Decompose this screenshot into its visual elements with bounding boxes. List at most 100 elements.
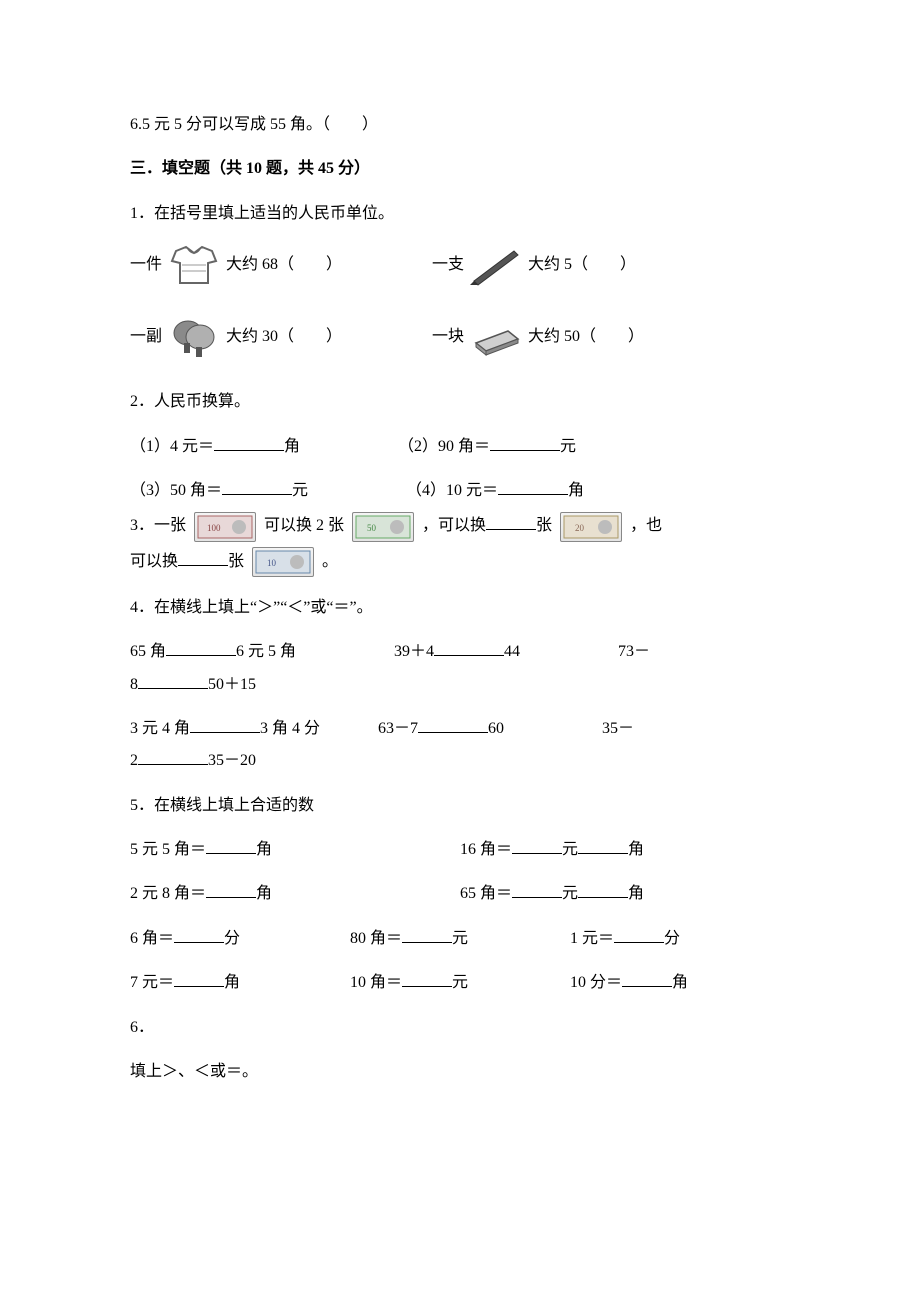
svg-text:50: 50 [367,523,377,533]
q6-num: 6． [130,1013,790,1043]
q2-1a-blank[interactable] [214,434,284,451]
q1-stem: 1．在括号里填上适当的人民币单位。 [130,199,790,229]
q5-r4a-post: 角 [224,974,240,991]
q1-item-2-text: 大约 5（ ） [528,250,636,280]
q1-item-1-prefix: 一件 [130,250,162,280]
q5-r3b-pre: 80 角＝ [350,930,402,947]
q4-blank-2[interactable] [434,639,504,656]
q4-r2b: 3 角 4 分 [260,720,320,737]
q5-row-1: 5 元 5 角＝ 角 16 角＝ 元 角 [130,835,790,865]
q5-r3c-pre: 1 元＝ [570,930,614,947]
q3-p1: 3．一张 [130,517,186,534]
q3: 3．一张 100 可以换 2 张 50 ，可以换张 20 ，也 可以换张 10 … [130,508,790,578]
q1-item-3-prefix: 一副 [130,322,162,352]
q3-p7: 张 [228,553,244,570]
q4-stem: 4．在横线上填上“＞”“＜”或“＝”。 [130,593,790,623]
q4-row-1b: 8 50＋15 [130,670,790,700]
q1-item-1: 一件 大约 68（ ） [130,243,342,287]
q5-row-4: 7 元＝ 角 10 角＝ 元 10 分＝ 角 [130,968,790,998]
q5-r4c-pre: 10 分＝ [570,974,622,991]
q4-row-2b: 235－20 [130,746,790,776]
svg-text:20: 20 [575,523,585,533]
banknote-10-icon: 10 [252,547,314,577]
q5-r4c-post: 角 [672,974,688,991]
q4-row-1: 65 角6 元 5 角 39＋444 73－ [130,637,790,667]
q5-r3c-blank[interactable] [614,926,664,943]
svg-text:10: 10 [267,558,277,568]
q1-row-2: 一副 大约 30（ ） 一块 大约 50（ ） [130,315,790,359]
banknote-100-icon: 100 [194,512,256,542]
q4-r1g: 50＋15 [208,676,256,693]
q5-r1b-blank2[interactable] [578,837,628,854]
q1-item-2-prefix: 一支 [432,250,464,280]
q5-r4a-pre: 7 元＝ [130,974,174,991]
q5-r1b-pre: 16 角＝ [460,841,512,858]
q5-r3a-pre: 6 角＝ [130,930,174,947]
q1-item-3-text: 大约 30（ ） [226,322,342,352]
q2-1a-unit: 角 [284,438,300,455]
q3-p3: ，可以换 [422,517,486,534]
svg-text:100: 100 [207,523,221,533]
q5-r1a-blank[interactable] [206,837,256,854]
q2-2b-unit: 角 [568,482,584,499]
q5-r2a-blank[interactable] [206,881,256,898]
q2-row-1: （1）4 元＝角 （2）90 角＝元 [130,432,790,462]
q2-2a-blank[interactable] [222,478,292,495]
q5-r1b-post: 角 [628,841,644,858]
q5-r1a-pre: 5 元 5 角＝ [130,841,206,858]
q3-p4: 张 [536,517,552,534]
q5-r1a-post: 角 [256,841,272,858]
banknote-50-icon: 50 [352,512,414,542]
q5-r1b-blank1[interactable] [512,837,562,854]
q5-r2b-post: 角 [628,885,644,902]
eraser-icon [468,315,524,359]
q5-r3a-blank[interactable] [174,926,224,943]
q2-1b-blank[interactable] [490,434,560,451]
q5-r4c-blank[interactable] [622,970,672,987]
q2-2b-blank[interactable] [498,478,568,495]
q5-r1b-mid: 元 [562,841,578,858]
q5-stem: 5．在横线上填上合适的数 [130,791,790,821]
q5-r2b-blank1[interactable] [512,881,562,898]
q5-r2b-mid: 元 [562,885,578,902]
q4-blank-4[interactable] [190,716,260,733]
q1-item-2: 一支 大约 5（ ） [432,243,636,287]
q4-r2e: 35－ [602,720,634,737]
q3-blank-1[interactable] [486,513,536,530]
q4-r2a: 3 元 4 角 [130,720,190,737]
banknote-20-icon: 20 [560,512,622,542]
q4-r1f: 8 [130,676,138,693]
q3-blank-2[interactable] [178,549,228,566]
q3-p6: 可以换 [130,553,178,570]
q5-r3b-blank[interactable] [402,926,452,943]
worksheet-page: 6.5 元 5 分可以写成 55 角。（ ） 三．填空题（共 10 题，共 45… [0,0,920,1161]
q5-r2a-pre: 2 元 8 角＝ [130,885,206,902]
q4-blank-1[interactable] [166,639,236,656]
q4-row-2: 3 元 4 角3 角 4 分 63－760 35－ [130,714,790,744]
q5-r4b-pre: 10 角＝ [350,974,402,991]
q2-2b-label: （4）10 元＝ [406,482,498,499]
q4-r1e: 73－ [618,643,650,660]
prev-q6: 6.5 元 5 分可以写成 55 角。（ ） [130,110,790,140]
q2-row-2: （3）50 角＝元 （4）10 元＝角 [130,476,790,506]
q2-stem: 2．人民币换算。 [130,387,790,417]
q3-p2: 可以换 2 张 [264,517,344,534]
q2-2a-label: （3）50 角＝ [130,482,222,499]
q4-blank-3[interactable] [138,672,208,689]
q4-blank-5[interactable] [418,716,488,733]
pen-icon [468,243,524,287]
q5-r4b-blank[interactable] [402,970,452,987]
q2-1a-label: （1）4 元＝ [130,438,214,455]
q5-r2b-blank2[interactable] [578,881,628,898]
q4-r2d: 60 [488,720,504,737]
q5-r4b-post: 元 [452,974,468,991]
q4-blank-6[interactable] [138,748,208,765]
q5-row-3: 6 角＝分 80 角＝元 1 元＝分 [130,924,790,954]
q1-item-3: 一副 大约 30（ ） [130,315,342,359]
q6-stem: 填上＞、＜或＝。 [130,1057,790,1087]
q4-r1c: 39＋4 [394,643,434,660]
q1-item-1-text: 大约 68（ ） [226,250,342,280]
q5-r4a-blank[interactable] [174,970,224,987]
paddle-icon [166,315,222,359]
q5-row-2: 2 元 8 角＝角 65 角＝元角 [130,879,790,909]
